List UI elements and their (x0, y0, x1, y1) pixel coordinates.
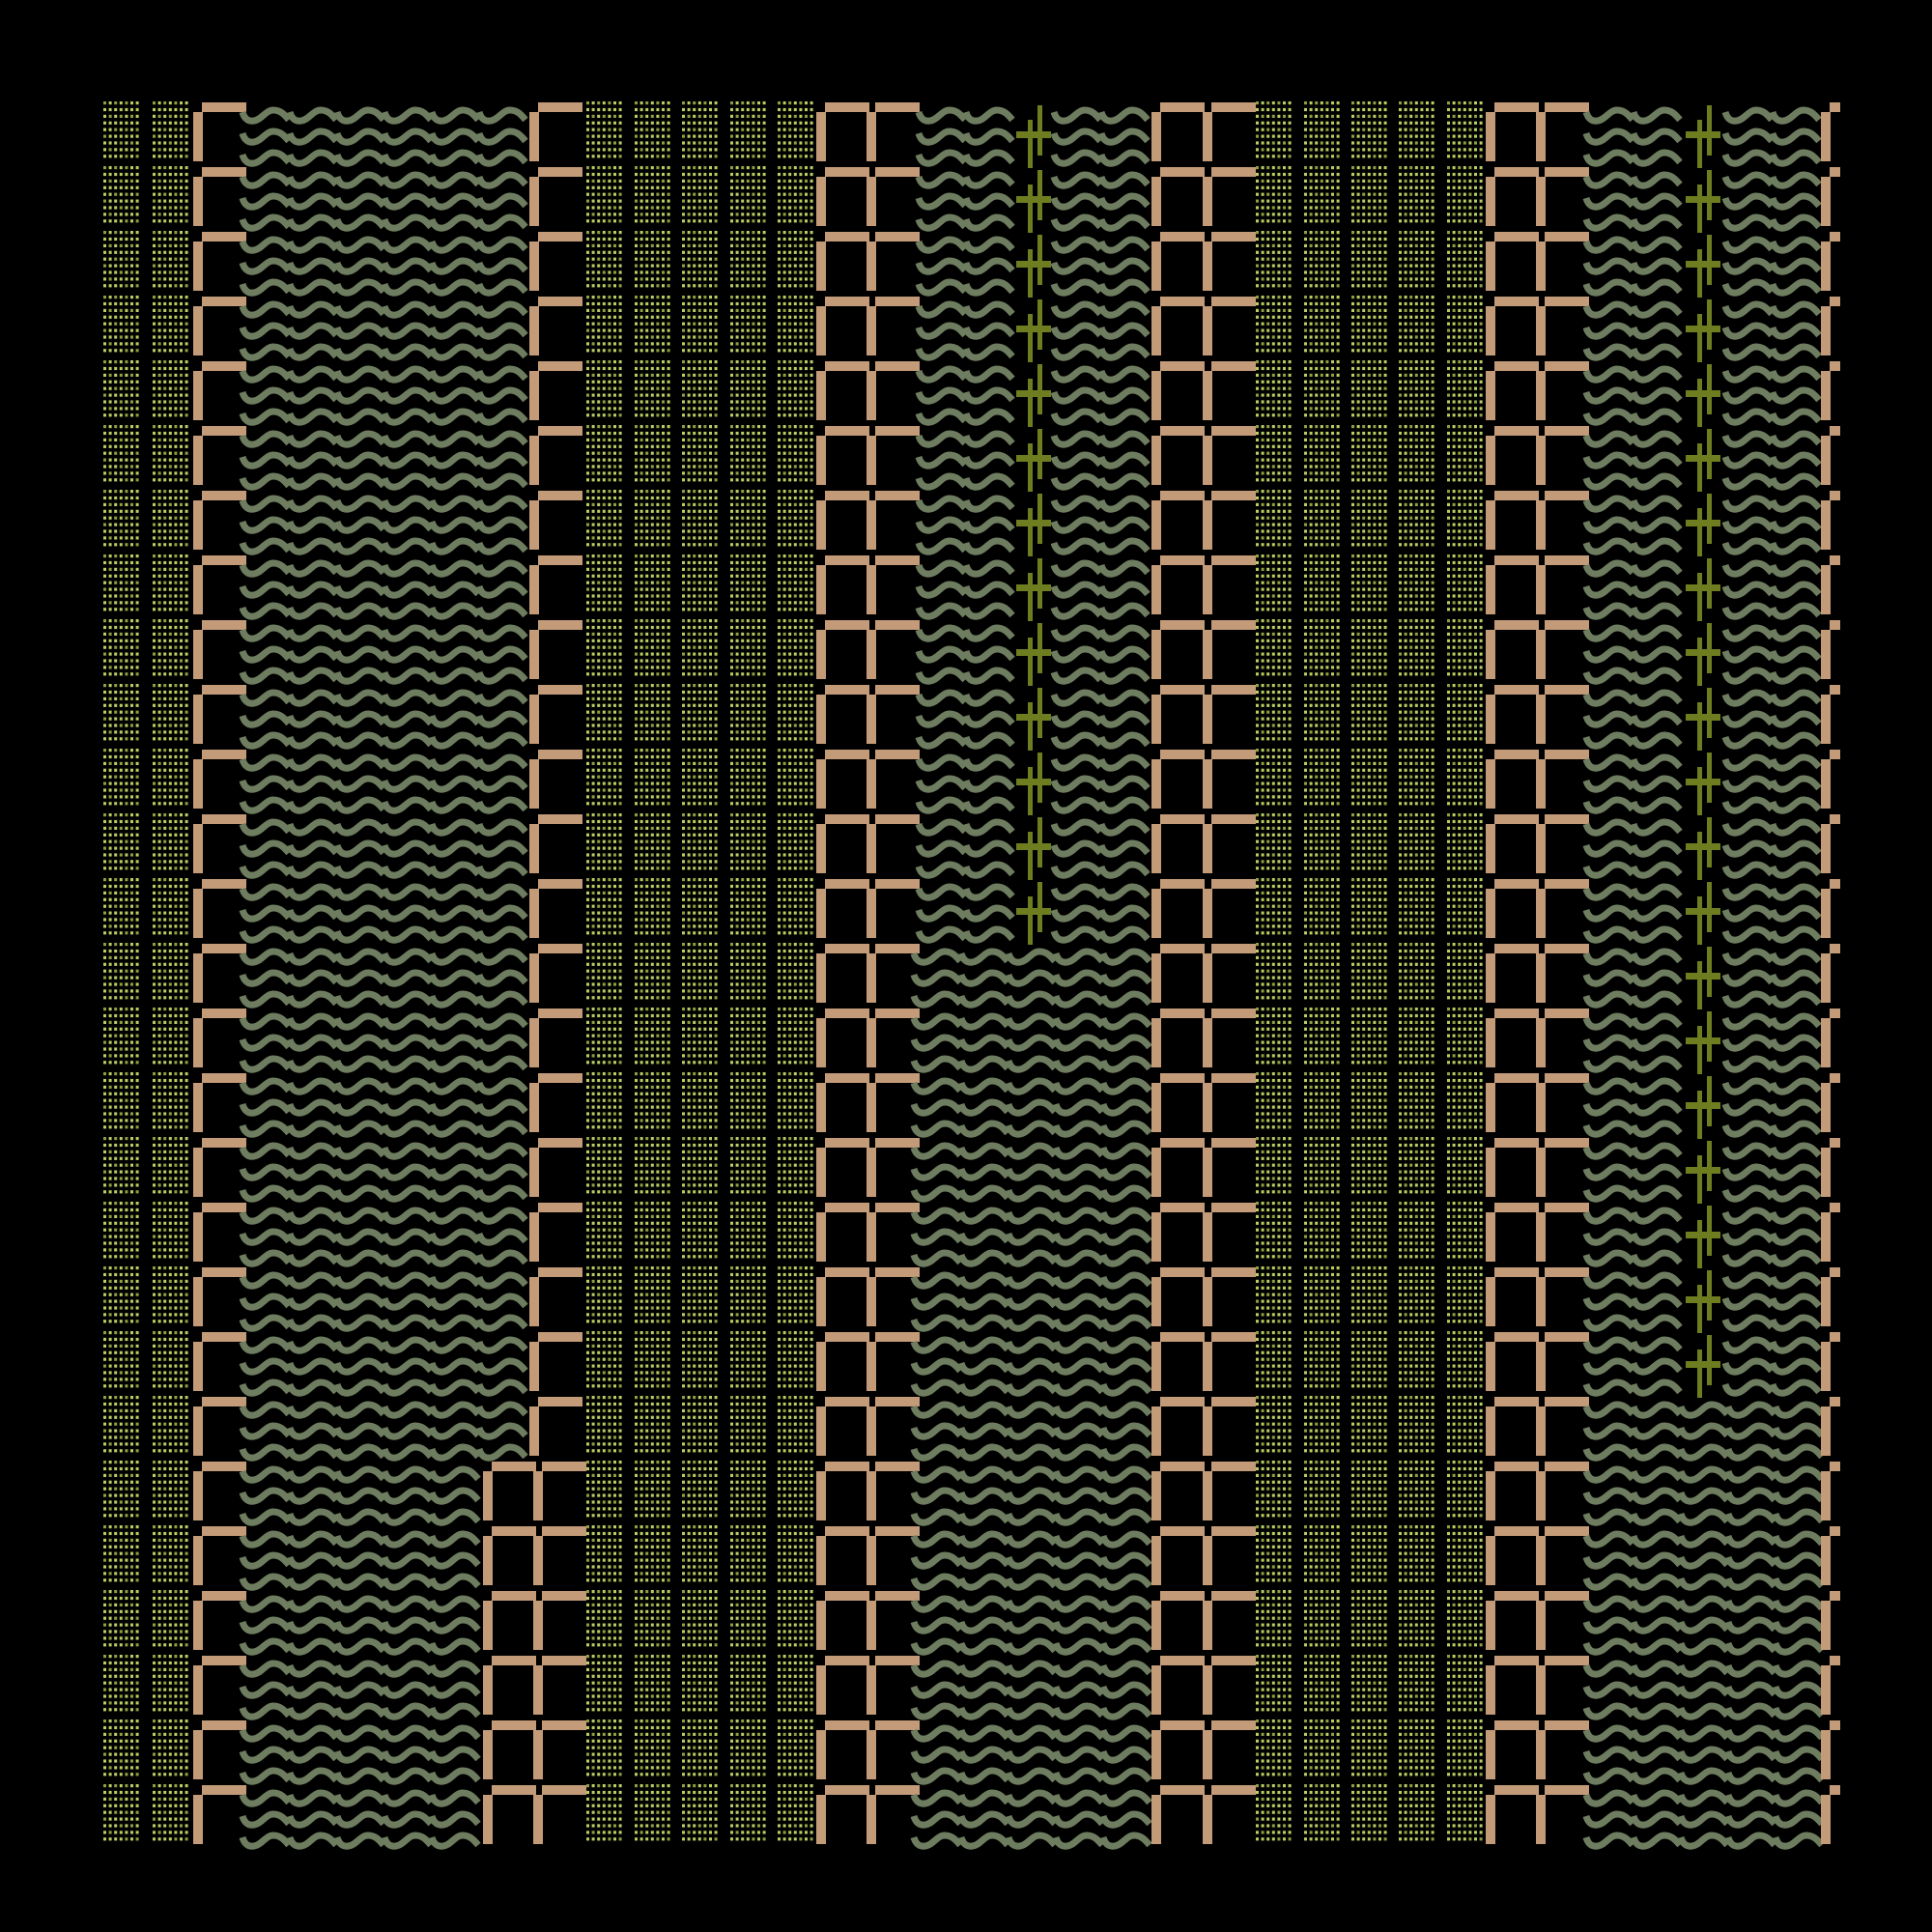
glyph-grid (103, 101, 1840, 1850)
pattern-canvas (103, 101, 1840, 1850)
